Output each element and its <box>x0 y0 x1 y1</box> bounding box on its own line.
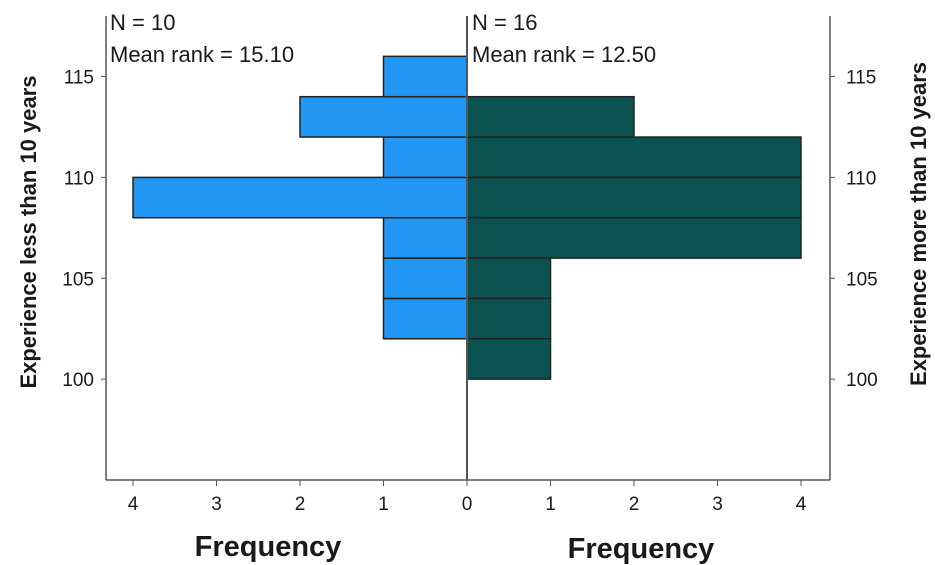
right-mean-rank-annotation: Mean rank = 12.50 <box>472 42 656 67</box>
right-group-label: Experience more than 10 years <box>906 62 931 386</box>
left-y-tick-label: 115 <box>64 68 94 89</box>
right-bar-100-102 <box>466 338 552 380</box>
right-bar-104-106 <box>466 257 552 300</box>
left-x-axis-label: Frequency <box>195 531 342 563</box>
axes-layer <box>105 16 831 481</box>
left-mean-rank-annotation: Mean rank = 15.10 <box>110 42 294 67</box>
left-y-tick-label: 110 <box>64 168 94 189</box>
left-bar-112-114 <box>299 95 468 138</box>
right-y-tick-label: 115 <box>846 68 876 89</box>
left-x-tick-label: 3 <box>211 494 222 515</box>
right-bar-108-110 <box>466 176 802 219</box>
left-bar-102-104 <box>382 297 468 340</box>
left-bar-104-106 <box>382 257 468 300</box>
left-bar-110-112 <box>382 136 468 179</box>
right-x-axis-label: Frequency <box>568 533 715 565</box>
bars-layer <box>132 55 802 380</box>
right-n-annotation: N = 16 <box>472 10 537 35</box>
left-n-annotation: N = 10 <box>110 10 175 35</box>
right-x-tick-label: 2 <box>629 494 640 515</box>
right-bar-110-112 <box>466 136 802 179</box>
right-x-tick-label: 3 <box>712 494 723 515</box>
right-x-tick-label: 1 <box>545 494 556 515</box>
right-y-tick-label: 100 <box>846 370 878 391</box>
left-x-tick-label: 4 <box>128 494 139 515</box>
left-y-tick-label: 105 <box>62 269 94 290</box>
right-x-tick-label: 4 <box>796 494 807 515</box>
right-bar-106-108 <box>466 216 802 259</box>
left-bar-108-110 <box>132 176 468 219</box>
left-y-tick-label: 100 <box>62 370 94 391</box>
right-bar-102-104 <box>466 297 552 340</box>
left-bar-106-108 <box>382 216 468 259</box>
right-y-tick-label: 105 <box>846 269 878 290</box>
right-y-tick-label: 110 <box>846 168 876 189</box>
left-x-tick-label: 1 <box>378 494 389 515</box>
left-x-tick-label: 2 <box>295 494 306 515</box>
left-x-tick-label: 0 <box>462 494 473 515</box>
left-bar-114-116 <box>382 55 468 98</box>
ticks-layer: 100 100 105 105 110 110 115 115 4 3 2 1 0 1 2 3 4 <box>62 68 877 515</box>
right-bar-112-114 <box>466 95 635 138</box>
left-group-label: Experience less than 10 years <box>16 75 41 388</box>
